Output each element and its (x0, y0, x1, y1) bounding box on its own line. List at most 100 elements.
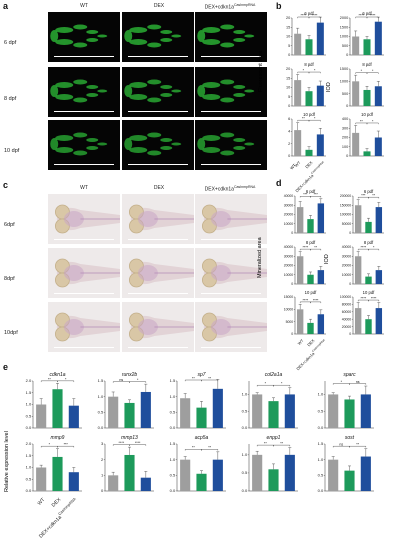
panel-a-row-6dpf: 6 dpf (4, 40, 17, 46)
y-tick-label: 0 (346, 104, 348, 108)
significance-label: * (361, 69, 363, 73)
panel-e-chart-sparc: sparc 0.0 0.5 1.0 * ns (318, 372, 374, 430)
bar (284, 454, 295, 491)
y-tick-label: 0.0 (242, 488, 248, 493)
y-tick-label: 40000 (342, 317, 352, 321)
panel-d-chart: 6 pdf 0 10000 20000 30000 40000 *** *** (284, 189, 326, 235)
e-xlabel-0: WT (36, 497, 47, 507)
bar (180, 459, 191, 491)
significance-label: *** (314, 193, 319, 197)
panel-c-row-10dpf: 10dpf (4, 330, 18, 336)
panel-a-row-8dpf: 8 dpf (4, 96, 17, 102)
significance-label: * (49, 443, 51, 447)
y-tick-label: 0.0 (318, 488, 324, 493)
significance-label: * (373, 246, 375, 250)
bar (252, 454, 263, 491)
significance-bracket (57, 380, 75, 383)
y-tick-label: 20000 (284, 213, 294, 217)
bar (124, 402, 135, 428)
significance-bracket (273, 444, 291, 447)
y-tick-label: 0 (349, 231, 351, 235)
bar (68, 472, 79, 491)
scale-bar (53, 110, 115, 112)
bar (296, 309, 304, 334)
bar (196, 473, 207, 491)
bar (316, 85, 324, 106)
significance-label: **** (361, 296, 367, 300)
significance-label: **** (371, 296, 377, 300)
panel-a-row-10dpf: 10 dpf (4, 148, 20, 154)
bar (284, 394, 295, 428)
bar (68, 405, 79, 428)
significance-label: * (314, 117, 316, 121)
bar (212, 388, 223, 428)
y-tick-label: 50000 (342, 222, 352, 226)
fish-head-stained (54, 312, 120, 342)
y-tick-label: 15000 (284, 295, 294, 299)
significance-label: **** (119, 441, 125, 445)
significance-label: ** (360, 119, 363, 123)
bar (316, 22, 324, 55)
y-tick-label: 0 (291, 332, 293, 336)
panel-d-ylabel-left: Mineralized area (257, 237, 263, 278)
significance-bracket (308, 71, 321, 74)
chart-title: sparc (343, 372, 356, 378)
significance-label: ** (48, 377, 51, 381)
y-tick-label: 2.0 (26, 441, 32, 446)
bar (296, 256, 304, 284)
chart-title: cdkn1a (49, 372, 65, 378)
significance-bracket (349, 383, 367, 385)
scale-bar (127, 110, 189, 112)
y-tick-label: 1.5 (26, 453, 32, 458)
panel-c-col-wt: WT (80, 185, 88, 191)
bar (294, 130, 302, 156)
y-tick-label: 80000 (342, 303, 352, 307)
y-tick-label: 1500 (340, 25, 348, 29)
y-tick-label: 1500 (340, 67, 348, 71)
panel-b-ylabel-left: Fluorescent area (258, 50, 264, 92)
bar (375, 308, 383, 334)
y-tick-label: 100000 (340, 213, 351, 217)
scale-bar (127, 55, 189, 57)
significance-bracket (308, 16, 321, 19)
y-tick-label: 0.5 (318, 408, 324, 413)
fluorescence-image (195, 67, 267, 117)
chart-title: 10 pdf (363, 290, 375, 295)
panel-a-col-dex: DEX (153, 3, 165, 9)
fluorescence-image (48, 67, 120, 117)
fish-head-stained (54, 258, 120, 288)
significance-bracket (310, 248, 322, 251)
y-tick-label: 1.0 (98, 394, 104, 399)
significance-bracket (368, 197, 380, 199)
significance-label: ** (372, 194, 375, 198)
bar (108, 475, 119, 491)
chart-title: col2a1a (265, 372, 283, 378)
chart-title: 6 pdf (362, 11, 372, 16)
significance-label: * (372, 69, 374, 73)
y-tick-label: 300 (342, 126, 348, 130)
panel-c-col-rescue: DEX+cdkn1aCasInmpRNA (204, 185, 256, 193)
y-tick-label: 1.0 (170, 394, 176, 399)
chart-title: runx2b (122, 372, 138, 378)
significance-label: ** (192, 446, 195, 450)
chart-title: enpp1 (267, 435, 281, 441)
scale-bar (127, 238, 189, 240)
y-tick-label: 10000 (284, 273, 294, 277)
chart-title: mmp13 (121, 435, 138, 441)
fish-head-fluorescence (50, 132, 108, 156)
y-tick-label: 2 (288, 142, 290, 146)
y-tick-label: 150000 (340, 203, 351, 207)
y-tick-label: 60000 (342, 310, 352, 314)
y-tick-label: 3 (101, 441, 104, 446)
fluorescence-image (122, 67, 194, 117)
significance-label: **** (313, 298, 319, 302)
scale-bar (200, 238, 262, 240)
scale-bar (200, 55, 262, 57)
y-tick-label: 200000 (340, 194, 351, 198)
significance-label: ** (280, 442, 283, 446)
significance-bracket (201, 379, 219, 382)
panel-b-chart: 8 pdf 0 500 1000 1500 * * (340, 62, 384, 108)
